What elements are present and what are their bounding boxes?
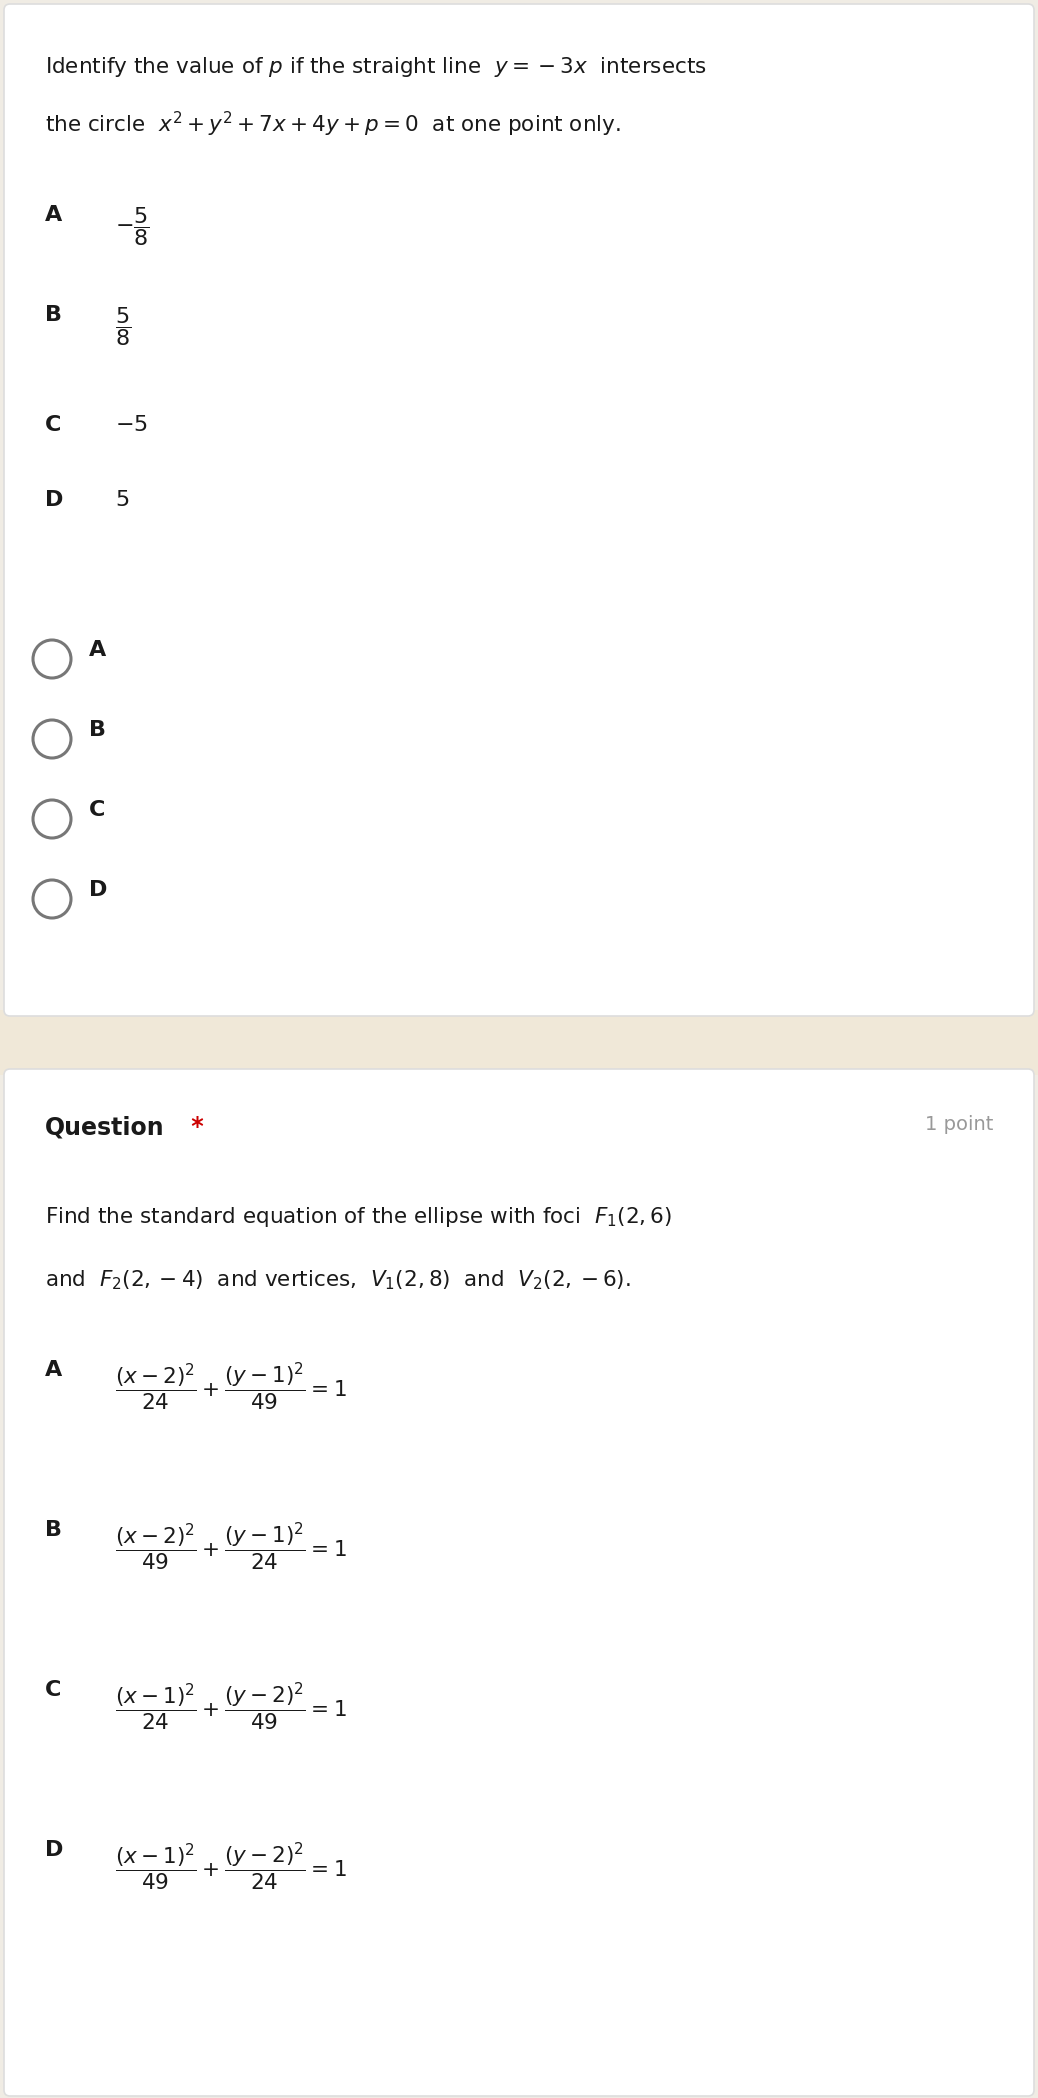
Text: *: *: [183, 1114, 203, 1139]
Text: D: D: [89, 879, 107, 900]
Text: Find the standard equation of the ellipse with foci  $F_1(2,6)$: Find the standard equation of the ellips…: [45, 1204, 672, 1229]
Text: B: B: [45, 1519, 62, 1540]
Text: A: A: [45, 1360, 62, 1380]
Text: the circle  $x^2+y^2+7x+4y+p=0$  at one point only.: the circle $x^2+y^2+7x+4y+p=0$ at one po…: [45, 109, 621, 138]
Text: C: C: [45, 1680, 61, 1699]
Text: $\dfrac{(x-1)^2}{49}+\dfrac{(y-2)^2}{24}=1$: $\dfrac{(x-1)^2}{49}+\dfrac{(y-2)^2}{24}…: [115, 1840, 347, 1892]
Text: A: A: [89, 640, 106, 661]
Bar: [0, 1009, 1038, 1074]
Text: Identify the value of $p$ if the straight line  $y=-3x$  intersects: Identify the value of $p$ if the straigh…: [45, 55, 707, 80]
FancyBboxPatch shape: [4, 4, 1034, 1015]
Text: and  $F_2(2,-4)$  and vertices,  $V_1(2,8)$  and  $V_2(2,-6)$.: and $F_2(2,-4)$ and vertices, $V_1(2,8)$…: [45, 1267, 631, 1292]
Text: B: B: [89, 720, 106, 741]
FancyBboxPatch shape: [4, 1070, 1034, 2096]
Text: C: C: [89, 799, 106, 820]
Text: A: A: [45, 206, 62, 224]
Text: D: D: [45, 1840, 63, 1861]
Text: B: B: [45, 304, 62, 325]
Text: $-5$: $-5$: [115, 415, 147, 434]
Text: $\dfrac{(x-2)^2}{49}+\dfrac{(y-1)^2}{24}=1$: $\dfrac{(x-2)^2}{49}+\dfrac{(y-1)^2}{24}…: [115, 1519, 347, 1571]
Text: 1 point: 1 point: [925, 1114, 993, 1135]
Text: $5$: $5$: [115, 491, 130, 510]
Text: $-\dfrac{5}{8}$: $-\dfrac{5}{8}$: [115, 206, 149, 248]
Text: C: C: [45, 415, 61, 434]
Text: $\dfrac{5}{8}$: $\dfrac{5}{8}$: [115, 304, 131, 348]
Text: $\dfrac{(x-1)^2}{24}+\dfrac{(y-2)^2}{49}=1$: $\dfrac{(x-1)^2}{24}+\dfrac{(y-2)^2}{49}…: [115, 1680, 347, 1733]
Text: $\dfrac{(x-2)^2}{24}+\dfrac{(y-1)^2}{49}=1$: $\dfrac{(x-2)^2}{24}+\dfrac{(y-1)^2}{49}…: [115, 1360, 347, 1412]
Text: Question: Question: [45, 1114, 165, 1139]
Text: D: D: [45, 491, 63, 510]
